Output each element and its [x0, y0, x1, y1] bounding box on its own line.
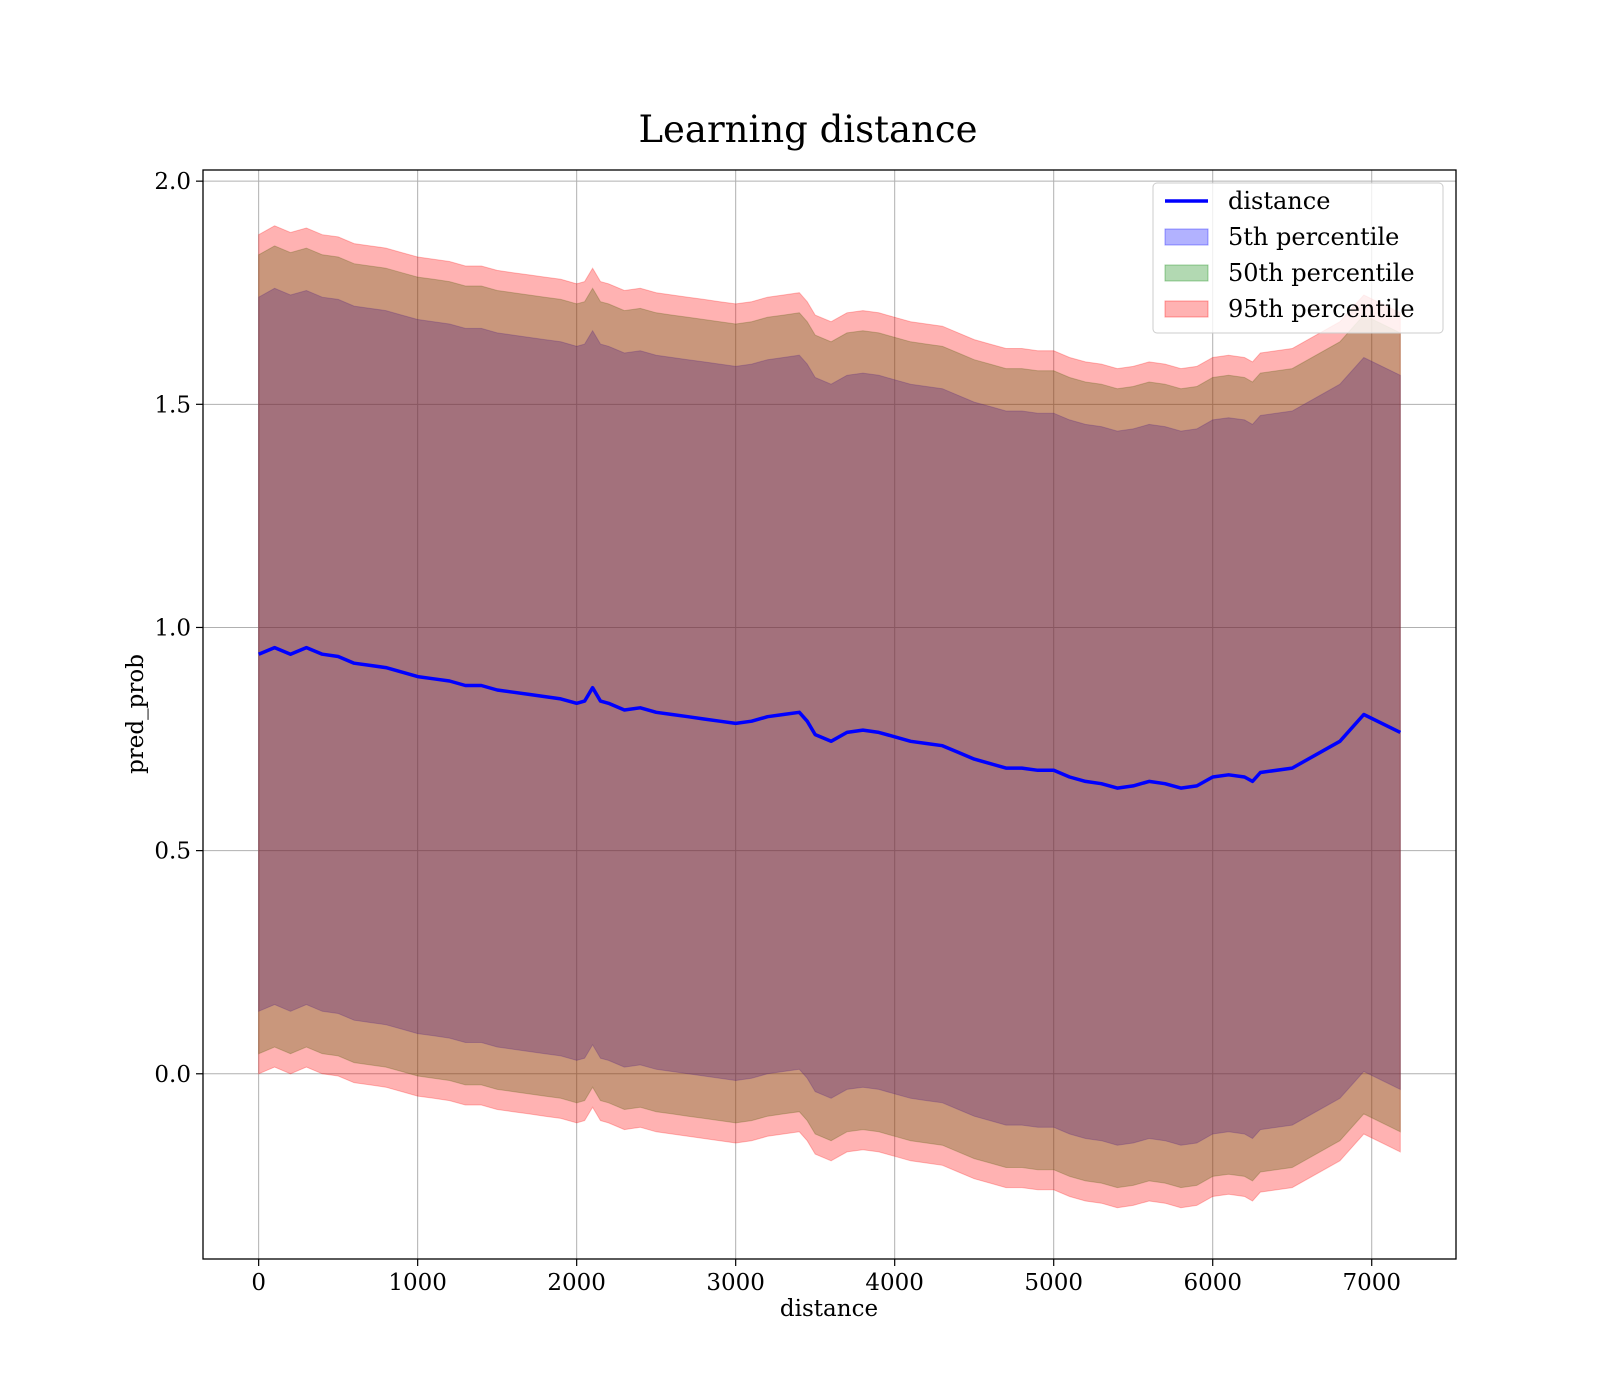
grid	[203, 170, 1456, 1259]
band-50th-percentile	[258, 245, 1401, 1189]
x-tick-label: 2000	[547, 1270, 606, 1296]
legend-box	[1152, 182, 1444, 334]
series-lines	[258, 645, 1402, 790]
legend-label-95th-percentile: 95th percentile	[1228, 295, 1415, 323]
line-distance	[258, 645, 1402, 790]
chart-title: Learning distance	[638, 108, 977, 151]
plot-frame	[202, 169, 1457, 1260]
x-tick-label: 7000	[1342, 1270, 1401, 1296]
band-5th-percentile	[258, 287, 1401, 1146]
x-axis: 0 1000 2000 3000 4000 5000 6000 7000	[251, 1259, 1401, 1296]
x-tick-label: 3000	[706, 1270, 765, 1296]
legend: distance 5th percentile 50th percentile 95t…	[1152, 182, 1444, 334]
y-tick-label: 0.5	[154, 839, 191, 865]
y-tick-label: 2.0	[154, 169, 191, 195]
percentile-bands	[258, 225, 1401, 1209]
x-tick-label: 4000	[865, 1270, 924, 1296]
x-tick-label: 5000	[1024, 1270, 1083, 1296]
y-tick-label: 0.0	[154, 1062, 191, 1088]
x-axis-label: distance	[780, 1296, 878, 1322]
legend-label-distance: distance	[1228, 187, 1330, 215]
legend-label-50th-percentile: 50th percentile	[1228, 259, 1415, 287]
x-tick-label: 0	[251, 1270, 266, 1296]
y-tick-label: 1.5	[154, 392, 191, 418]
y-axis: 0.0 0.5 1.0 1.5 2.0	[154, 169, 203, 1088]
legend-swatch-95th-percentile	[1164, 300, 1209, 318]
y-axis-label: pred_prob	[123, 654, 149, 774]
y-tick-label: 1.0	[154, 615, 191, 641]
x-tick-label: 6000	[1183, 1270, 1242, 1296]
legend-swatch-50th-percentile	[1164, 264, 1209, 282]
legend-label-5th-percentile: 5th percentile	[1228, 223, 1399, 251]
legend-swatch-5th-percentile	[1164, 228, 1209, 246]
plot-background	[203, 170, 1456, 1259]
x-tick-label: 1000	[388, 1270, 447, 1296]
band-95th-percentile	[258, 225, 1401, 1209]
